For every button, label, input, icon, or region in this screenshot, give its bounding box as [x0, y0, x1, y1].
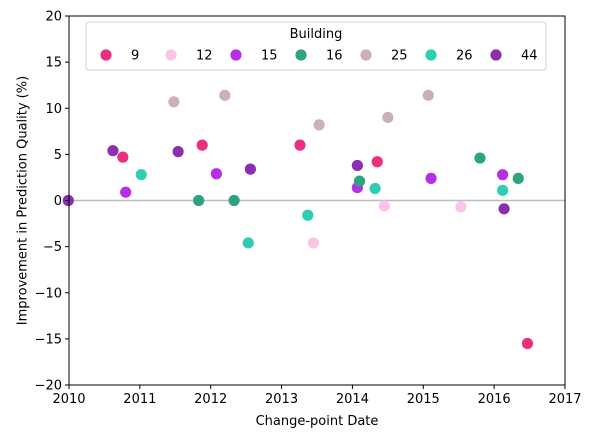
legend-label-26: 26: [456, 49, 473, 64]
legend-marker-9: [100, 49, 112, 61]
x-tick-label: 2015: [407, 392, 440, 407]
legend-items: 9 12 15 16 25 26 44: [100, 49, 538, 64]
y-tick-label: 20: [45, 10, 62, 25]
data-point-building-15: [210, 168, 222, 180]
legend-marker-12: [165, 49, 177, 61]
legend-marker-16: [295, 49, 307, 61]
data-point-building-26: [369, 182, 381, 195]
legend-label-9: 9: [131, 49, 139, 64]
legend-marker-26: [425, 49, 437, 61]
legend-label-15: 15: [261, 49, 278, 64]
y-tick-label: 15: [45, 56, 62, 71]
x-tick-label: 2013: [265, 392, 298, 407]
legend-marker-15: [230, 49, 242, 61]
x-tick-label: 2016: [478, 392, 511, 407]
x-axis-label: Change-point Date: [256, 414, 379, 429]
data-point-building-9: [196, 139, 208, 151]
data-point-building-44: [498, 203, 510, 215]
data-point-building-44: [172, 146, 184, 158]
data-point-building-9: [294, 139, 306, 151]
data-point-building-15: [120, 186, 132, 198]
data-point-building-9: [117, 151, 129, 163]
x-tick-label: 2012: [194, 392, 227, 407]
data-point-building-26: [497, 184, 509, 196]
y-axis: −20 −15 −10 −5 0 5 10 15 20: [35, 10, 69, 394]
data-point-building-25: [313, 119, 325, 131]
data-points: [62, 89, 534, 350]
legend-marker-25: [360, 49, 372, 61]
plot-area: [62, 15, 566, 386]
y-tick-label: 0: [54, 194, 62, 209]
data-point-building-26: [302, 209, 314, 221]
data-point-building-16: [512, 172, 524, 184]
data-point-building-16: [228, 194, 240, 207]
legend-label-44: 44: [521, 49, 538, 64]
legend-label-16: 16: [326, 49, 343, 64]
data-point-building-12: [307, 237, 320, 249]
data-point-building-25: [422, 89, 434, 101]
y-tick-label: 5: [54, 148, 62, 163]
legend-marker-44: [490, 49, 502, 61]
legend-label-12: 12: [196, 49, 213, 64]
y-tick-label: −5: [43, 240, 62, 255]
data-point-building-12: [455, 201, 467, 213]
x-tick-label: 2011: [123, 392, 156, 407]
y-tick-label: 10: [45, 102, 62, 117]
data-point-building-44: [107, 145, 119, 157]
y-axis-label: Improvement in Prediction Quality (%): [16, 76, 31, 325]
y-tick-label: −20: [35, 379, 62, 394]
data-point-building-16: [353, 175, 366, 187]
data-point-building-15: [497, 169, 509, 181]
data-point-building-16: [193, 194, 205, 207]
data-point-building-9: [371, 156, 383, 168]
y-tick-label: −15: [35, 332, 62, 347]
x-tick-label: 2010: [52, 392, 85, 407]
x-tick-label: 2014: [336, 392, 369, 407]
legend-title: Building: [290, 27, 343, 42]
data-point-building-44: [244, 163, 256, 175]
x-axis: 2010 2011 2012 2013 2014 2015 2016 2017: [52, 385, 582, 407]
data-point-building-12: [378, 200, 390, 212]
data-point-building-25: [168, 96, 180, 108]
data-point-building-25: [382, 111, 394, 124]
x-tick-label: 2017: [548, 392, 581, 407]
legend-label-25: 25: [391, 49, 408, 64]
data-point-building-25: [219, 89, 231, 101]
y-tick-label: −10: [35, 286, 62, 301]
data-point-building-44: [351, 159, 363, 172]
data-point-building-15: [425, 172, 437, 184]
data-point-building-16: [474, 152, 486, 164]
data-point-building-9: [521, 337, 534, 350]
data-point-building-26: [135, 169, 147, 181]
data-point-building-26: [242, 237, 254, 249]
legend: Building 9 12 15 16 25 26 44: [85, 21, 547, 71]
